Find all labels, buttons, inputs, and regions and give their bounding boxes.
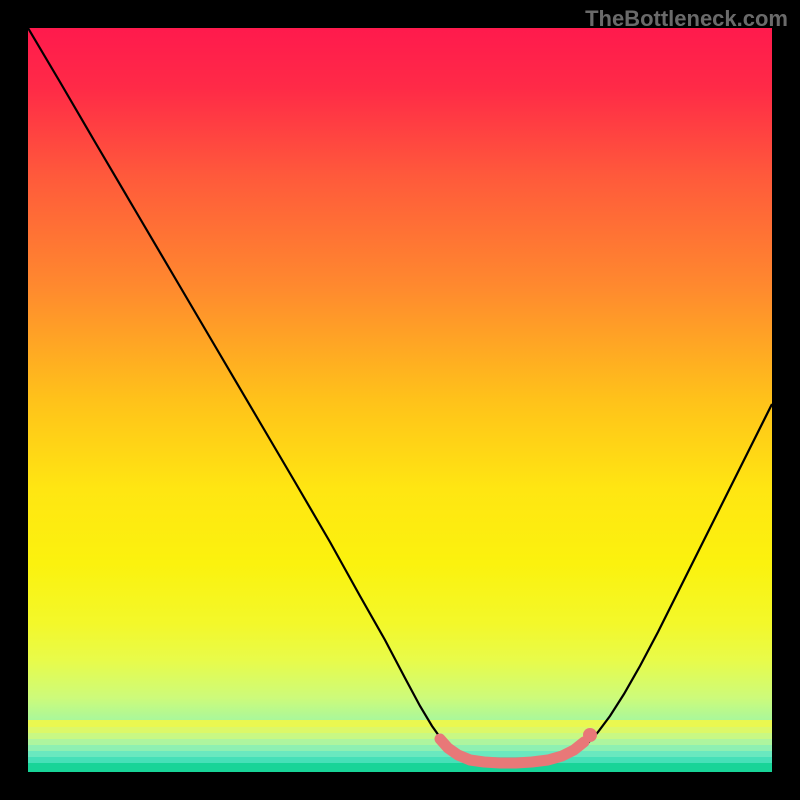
watermark-text: TheBottleneck.com <box>585 6 788 32</box>
gradient-background <box>28 28 772 772</box>
bottom-color-bands <box>28 720 772 772</box>
optimal-range-end-dot <box>583 728 597 742</box>
bottleneck-chart <box>0 0 800 800</box>
chart-container: TheBottleneck.com <box>0 0 800 800</box>
